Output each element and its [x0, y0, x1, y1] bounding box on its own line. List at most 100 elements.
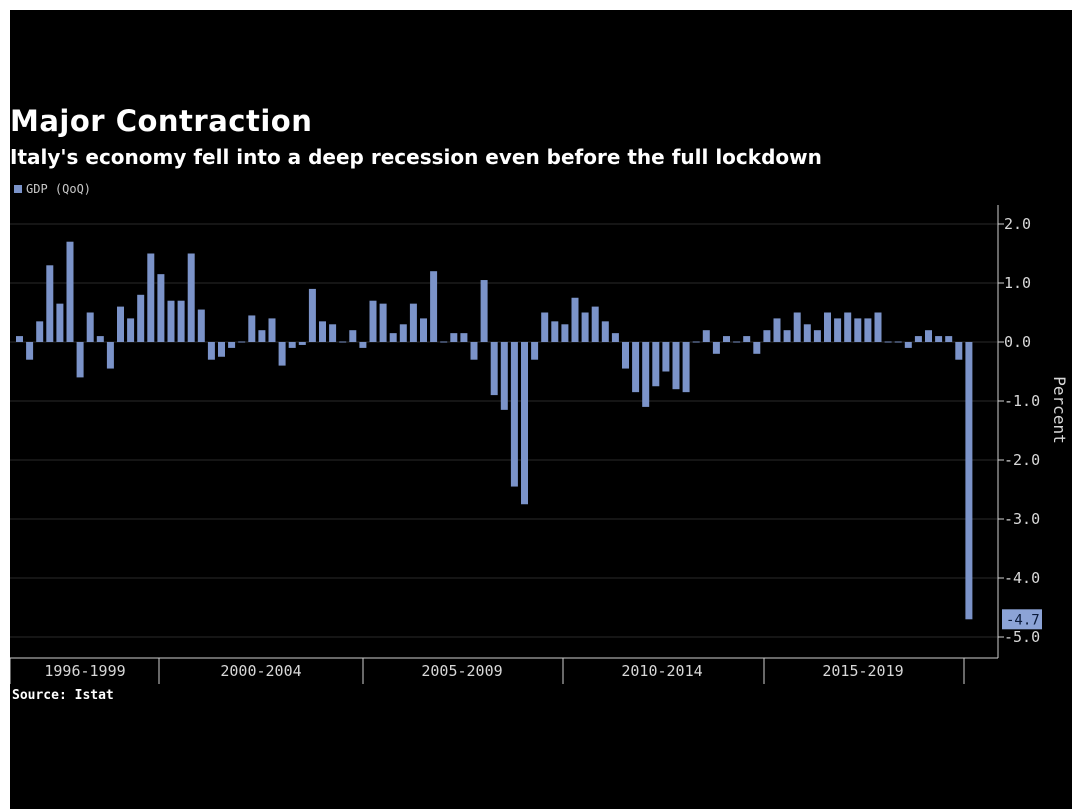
bar	[96, 336, 104, 342]
bar	[207, 342, 215, 360]
bar	[500, 342, 508, 410]
ytick-label: -1.0	[1004, 392, 1040, 410]
bar	[965, 342, 973, 620]
last-value-label: -4.7	[1006, 612, 1040, 628]
bar	[127, 318, 135, 342]
bar	[308, 288, 316, 342]
bar	[521, 342, 528, 505]
bar	[167, 300, 175, 342]
bar	[36, 321, 44, 342]
bar	[16, 336, 23, 342]
bar	[510, 342, 518, 487]
bar	[349, 330, 357, 342]
xtick-label: 2015-2019	[822, 662, 903, 680]
bar	[854, 318, 862, 342]
ytick-label: -2.0	[1004, 451, 1040, 469]
bar	[813, 330, 821, 342]
bar	[824, 312, 831, 342]
bar	[218, 342, 225, 357]
bar	[763, 330, 771, 342]
bar	[682, 342, 690, 393]
ytick-label: -5.0	[1004, 628, 1040, 646]
bar	[268, 318, 276, 342]
source-note: Source: Istat	[12, 688, 114, 703]
bar	[622, 342, 629, 369]
bar	[137, 294, 145, 342]
bar	[46, 265, 54, 342]
bar	[389, 333, 397, 342]
bar	[440, 341, 448, 343]
chart-subtitle: Italy's economy fell into a deep recessi…	[10, 145, 822, 169]
bar	[359, 342, 367, 348]
ytick-label: -4.0	[1004, 569, 1040, 587]
bar	[844, 312, 852, 342]
bar	[783, 330, 791, 342]
bar	[470, 342, 478, 360]
bar	[66, 241, 74, 342]
bar	[278, 342, 286, 366]
bar	[551, 321, 559, 342]
bar	[76, 342, 84, 378]
bar	[773, 318, 781, 342]
bar	[480, 280, 488, 342]
bar	[409, 303, 417, 342]
bar	[288, 342, 296, 348]
bar	[632, 342, 640, 393]
bar	[106, 342, 114, 369]
xtick-label: 2005-2009	[421, 662, 502, 680]
bar	[420, 318, 427, 342]
bar	[177, 300, 185, 342]
bar	[642, 342, 650, 407]
legend-swatch	[14, 185, 22, 193]
bar	[450, 333, 458, 342]
bar	[258, 330, 266, 342]
bar	[379, 303, 387, 342]
bar	[733, 341, 741, 343]
bar	[571, 297, 579, 342]
bar	[702, 330, 710, 342]
bar	[834, 318, 842, 342]
bar	[672, 342, 680, 390]
bar	[581, 312, 589, 342]
bar	[531, 342, 539, 360]
ytick-label: -3.0	[1004, 510, 1040, 528]
xtick-label: 2000-2004	[220, 662, 301, 680]
bar	[601, 321, 609, 342]
bar	[228, 342, 236, 348]
ytick-label: 2.0	[1004, 215, 1031, 233]
bar	[723, 336, 730, 342]
bar	[86, 312, 94, 342]
bar	[935, 336, 943, 342]
bar	[894, 341, 902, 343]
bar	[147, 253, 155, 342]
ytick-label: 0.0	[1004, 333, 1031, 351]
bar	[591, 306, 599, 342]
bar	[187, 253, 195, 342]
bar	[561, 324, 569, 342]
bar	[712, 342, 720, 354]
bar	[197, 309, 205, 342]
bar	[298, 342, 306, 345]
y-axis-label: Percent	[1050, 376, 1069, 443]
bar	[945, 336, 953, 342]
last-value-box	[1002, 609, 1042, 630]
chart-title: Major Contraction	[10, 104, 313, 138]
bar	[117, 306, 124, 342]
bar	[611, 333, 619, 342]
bar	[369, 300, 377, 342]
legend: GDP (QoQ)	[14, 182, 91, 196]
bar-chart: 2.0 1.0 0.0 -1.0 -2.0 -3.0 -4.0 -5.0 Percent -4.7…	[10, 205, 1069, 684]
bar	[248, 315, 256, 342]
bar	[319, 321, 326, 342]
bar	[541, 312, 549, 342]
bar	[329, 324, 337, 342]
xtick-label: 2010-2014	[621, 662, 702, 680]
bar	[743, 336, 751, 342]
legend-label: GDP (QoQ)	[26, 182, 92, 196]
bar	[753, 342, 761, 354]
bar	[914, 336, 922, 342]
ytick-label: 1.0	[1004, 274, 1031, 292]
bar	[238, 341, 246, 343]
chart-frame: Major Contraction Italy's economy fell i…	[10, 10, 1072, 809]
bar	[925, 330, 932, 342]
